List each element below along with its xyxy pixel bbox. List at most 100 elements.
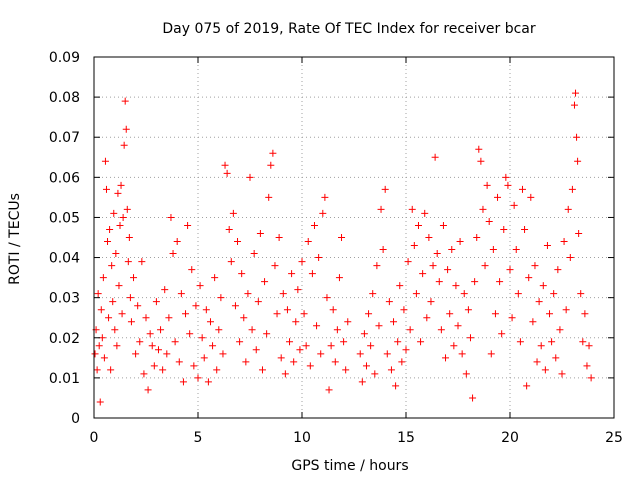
data-point [308, 270, 316, 278]
data-point [290, 358, 298, 366]
data-point [194, 374, 202, 382]
data-point [186, 330, 194, 338]
data-point [371, 370, 379, 378]
data-point [387, 366, 395, 374]
data-point [414, 221, 422, 229]
x-tick-label: 20 [501, 430, 519, 446]
data-point [200, 354, 208, 362]
data-point [130, 274, 138, 282]
data-point [579, 338, 587, 346]
data-point [377, 205, 385, 213]
data-point [500, 225, 508, 233]
data-point [146, 330, 154, 338]
data-point [234, 238, 242, 246]
data-point [421, 209, 429, 217]
data-point [379, 246, 387, 254]
data-point [419, 270, 427, 278]
data-point [132, 350, 140, 358]
data-point [367, 342, 375, 350]
data-point [105, 314, 113, 322]
data-point [587, 374, 595, 382]
data-point [398, 358, 406, 366]
data-point [119, 213, 127, 221]
data-point [510, 201, 518, 209]
data-point [279, 290, 287, 298]
data-point [568, 185, 576, 193]
data-point [335, 274, 343, 282]
data-point [558, 370, 566, 378]
data-point [231, 302, 239, 310]
data-point [574, 157, 582, 165]
data-point [552, 354, 560, 362]
data-point [431, 153, 439, 161]
data-point [356, 350, 364, 358]
data-point [383, 350, 391, 358]
data-point [315, 254, 323, 262]
data-point [429, 262, 437, 270]
data-point [96, 398, 104, 406]
data-point [464, 306, 472, 314]
data-point [248, 326, 256, 334]
data-point [101, 157, 109, 165]
data-point [358, 378, 366, 386]
data-point [165, 314, 173, 322]
data-point [556, 326, 564, 334]
data-point [114, 189, 122, 197]
data-point [433, 250, 441, 258]
data-point [439, 221, 447, 229]
data-point [504, 181, 512, 189]
data-point [300, 310, 308, 318]
data-point [450, 342, 458, 350]
data-point [535, 298, 543, 306]
data-point [91, 350, 99, 358]
data-point [466, 334, 474, 342]
data-point [477, 157, 485, 165]
data-point [572, 89, 580, 97]
data-point [236, 338, 244, 346]
data-point [136, 338, 144, 346]
data-point [294, 286, 302, 294]
x-axis-label: GPS time / hours [291, 458, 408, 474]
data-point [244, 290, 252, 298]
data-point [423, 314, 431, 322]
data-point [385, 298, 393, 306]
data-point [109, 298, 117, 306]
data-point [394, 338, 402, 346]
data-point [479, 205, 487, 213]
data-point [340, 338, 348, 346]
data-point [327, 342, 335, 350]
data-point [442, 354, 450, 362]
data-point [566, 254, 574, 262]
data-point [381, 185, 389, 193]
data-point [184, 221, 192, 229]
data-point [167, 213, 175, 221]
data-point [425, 234, 433, 241]
data-point [123, 205, 131, 213]
data-point [427, 298, 435, 306]
data-point [275, 234, 283, 241]
data-point [182, 310, 190, 318]
data-point [331, 358, 339, 366]
data-point [521, 225, 529, 233]
data-point [412, 290, 420, 298]
data-point [225, 225, 233, 233]
data-point [281, 370, 289, 378]
data-point [456, 238, 464, 246]
data-point [157, 326, 165, 334]
data-point [94, 290, 102, 298]
data-point [126, 294, 134, 302]
y-tick-label: 0.04 [49, 251, 80, 267]
data-point [138, 258, 146, 266]
data-point [410, 242, 418, 250]
data-point [539, 282, 547, 290]
chart-title: Day 075 of 2019, Rate Of TEC Index for r… [162, 21, 536, 37]
data-point [171, 338, 179, 346]
data-point [323, 294, 331, 302]
data-point [120, 141, 128, 149]
data-point [481, 262, 489, 270]
data-point [375, 322, 383, 330]
data-point [338, 234, 346, 241]
data-point [523, 382, 531, 390]
data-point [113, 342, 121, 350]
x-tick-label: 0 [90, 430, 99, 446]
